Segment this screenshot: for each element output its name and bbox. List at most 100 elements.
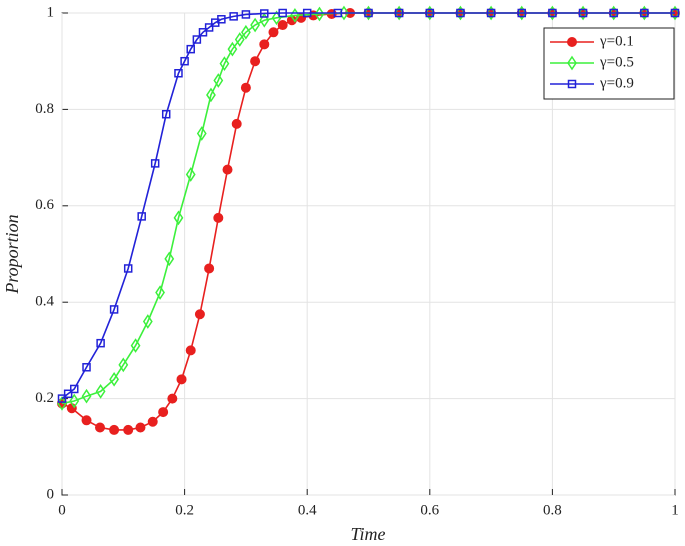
legend-marker [567, 79, 577, 89]
marker [135, 422, 146, 433]
marker [186, 44, 195, 54]
x-tick-label: 1 [671, 502, 679, 518]
marker [109, 424, 120, 435]
marker [394, 5, 405, 21]
marker [268, 27, 279, 38]
marker [185, 345, 196, 356]
marker [548, 8, 557, 18]
y-tick-label: 0.4 [35, 294, 54, 310]
marker [213, 73, 224, 88]
marker [229, 12, 238, 21]
marker [394, 8, 404, 18]
marker [219, 56, 230, 71]
marker [69, 393, 80, 409]
marker [259, 12, 270, 28]
marker [217, 15, 226, 24]
marker [130, 338, 141, 353]
marker [314, 6, 325, 22]
marker [486, 5, 497, 21]
y-tick-label: 0.2 [35, 390, 54, 406]
legend-label: γ=0.9 [599, 75, 634, 91]
marker [234, 32, 245, 47]
marker [147, 416, 158, 427]
marker [222, 164, 233, 175]
x-tick-label: 0.4 [298, 502, 317, 518]
marker [192, 35, 202, 44]
marker [277, 20, 288, 31]
marker [194, 309, 205, 320]
marker [517, 8, 526, 18]
marker [173, 210, 184, 226]
legend-label: γ=0.5 [599, 54, 634, 70]
marker [198, 28, 208, 37]
marker [364, 8, 373, 18]
x-tick-label: 0.2 [175, 502, 194, 518]
marker [174, 69, 183, 78]
legend-marker [567, 37, 577, 47]
marker [82, 363, 91, 372]
marker [95, 384, 106, 399]
marker [486, 8, 496, 18]
marker [204, 263, 215, 274]
marker [302, 8, 312, 18]
marker [240, 82, 251, 93]
x-tick-label: 0 [58, 502, 66, 518]
marker [227, 41, 238, 57]
marker [609, 8, 618, 18]
x-axis-title: Time [350, 524, 385, 544]
marker [640, 8, 649, 18]
marker [204, 23, 214, 32]
marker [180, 56, 189, 66]
marker [278, 8, 287, 18]
marker [95, 422, 106, 433]
marker [96, 338, 105, 348]
x-tick-label: 0.6 [420, 502, 439, 518]
marker [161, 109, 171, 119]
marker [123, 264, 133, 273]
y-tick-label: 0.8 [35, 101, 54, 117]
marker [425, 8, 435, 18]
marker [608, 5, 619, 21]
marker [333, 8, 343, 18]
legend-marker [567, 55, 577, 71]
marker [516, 5, 527, 21]
marker [118, 357, 129, 373]
marker [70, 384, 79, 394]
marker [206, 87, 216, 103]
marker [670, 5, 680, 21]
marker [250, 17, 260, 33]
marker [578, 5, 588, 21]
marker [158, 407, 169, 418]
marker [241, 10, 251, 19]
series-line [61, 12, 675, 400]
marker [164, 251, 175, 267]
y-axis-title: Proportion [2, 214, 22, 294]
y-tick-label: 1 [47, 4, 55, 20]
marker [213, 212, 224, 223]
marker [185, 167, 196, 182]
marker [455, 5, 466, 21]
y-tick-label: 0.6 [35, 197, 54, 213]
marker [547, 5, 558, 21]
marker [240, 24, 251, 40]
marker [155, 285, 165, 300]
marker [176, 374, 187, 385]
marker [167, 393, 178, 404]
marker [81, 415, 92, 426]
marker [231, 118, 242, 129]
marker [142, 314, 153, 329]
x-tick-label: 0.8 [543, 502, 562, 518]
marker [639, 5, 650, 21]
marker [63, 389, 73, 399]
marker [260, 9, 269, 18]
marker [424, 5, 435, 21]
marker [456, 8, 465, 18]
marker [137, 212, 146, 221]
y-tick-label: 0 [47, 486, 55, 502]
legend-label: γ=0.1 [599, 33, 634, 49]
marker [578, 8, 588, 18]
marker [196, 126, 207, 141]
marker [57, 394, 67, 403]
marker [123, 424, 134, 435]
